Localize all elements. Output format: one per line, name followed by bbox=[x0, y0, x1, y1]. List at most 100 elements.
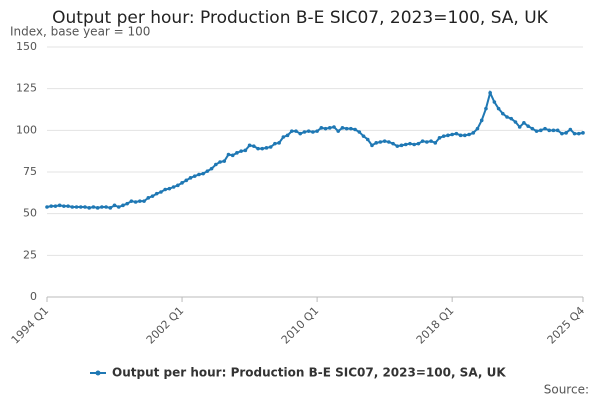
data-point bbox=[382, 139, 387, 143]
data-point bbox=[108, 206, 113, 210]
data-point bbox=[273, 141, 277, 146]
data-point bbox=[285, 133, 290, 138]
data-point bbox=[83, 205, 87, 209]
data-point bbox=[353, 127, 357, 132]
data-point bbox=[450, 132, 454, 137]
data-point bbox=[458, 133, 463, 138]
y-axis-label: Index, base year = 100 bbox=[10, 25, 150, 39]
data-point bbox=[62, 204, 66, 208]
data-point bbox=[319, 126, 324, 130]
data-point bbox=[289, 129, 294, 133]
y-tick-label: 75 bbox=[23, 165, 37, 178]
data-point bbox=[501, 111, 505, 116]
data-point bbox=[420, 139, 425, 143]
data-point bbox=[484, 106, 488, 111]
data-point bbox=[399, 143, 404, 148]
x-tick-label: 2018 Q1 bbox=[414, 304, 457, 347]
x-tick-label: 2025 Q4 bbox=[545, 304, 588, 347]
data-point bbox=[408, 141, 412, 146]
data-point bbox=[526, 124, 530, 128]
data-point bbox=[357, 130, 362, 134]
data-point bbox=[517, 125, 522, 129]
data-point bbox=[505, 115, 509, 119]
data-point bbox=[167, 186, 172, 191]
data-point bbox=[91, 205, 96, 209]
data-point bbox=[463, 133, 467, 138]
source: Source: bbox=[544, 383, 589, 397]
data-point bbox=[441, 134, 446, 138]
data-point bbox=[327, 126, 332, 130]
data-point bbox=[496, 106, 501, 111]
x-tick-label: 1994 Q1 bbox=[9, 304, 52, 347]
data-point bbox=[475, 126, 480, 131]
chart-title: Output per hour: Production B-E SIC07, 2… bbox=[52, 8, 549, 28]
data-point bbox=[188, 176, 193, 180]
y-tick-label: 125 bbox=[16, 82, 37, 95]
data-point bbox=[133, 200, 138, 204]
data-point bbox=[509, 116, 514, 121]
data-point bbox=[235, 151, 239, 155]
data-point bbox=[433, 141, 438, 145]
data-point bbox=[57, 203, 62, 208]
data-point bbox=[370, 143, 374, 148]
data-point bbox=[171, 185, 176, 189]
data-point bbox=[471, 131, 476, 135]
data-point bbox=[256, 146, 260, 151]
data-point bbox=[302, 130, 307, 134]
data-point bbox=[243, 148, 248, 153]
data-point bbox=[387, 140, 391, 144]
data-point bbox=[49, 204, 54, 208]
data-point bbox=[425, 140, 429, 144]
data-point bbox=[66, 204, 70, 208]
data-point bbox=[336, 129, 341, 133]
data-point bbox=[437, 136, 442, 140]
data-line bbox=[46, 89, 584, 209]
data-point bbox=[572, 131, 577, 136]
data-point bbox=[581, 131, 585, 135]
data-point bbox=[374, 141, 378, 145]
data-point bbox=[534, 129, 539, 133]
data-point bbox=[538, 128, 543, 133]
data-point bbox=[192, 174, 197, 178]
data-point bbox=[395, 144, 400, 148]
y-tick-label: 0 bbox=[30, 290, 37, 303]
data-point bbox=[522, 121, 526, 125]
data-point bbox=[53, 204, 58, 208]
data-point bbox=[294, 129, 298, 133]
data-point bbox=[146, 196, 151, 200]
data-point bbox=[551, 128, 556, 133]
data-point bbox=[340, 126, 345, 130]
data-point bbox=[142, 199, 146, 203]
data-point bbox=[315, 129, 319, 133]
data-point bbox=[209, 166, 214, 171]
y-tick-label: 100 bbox=[16, 123, 37, 136]
data-point bbox=[306, 129, 311, 133]
data-point bbox=[74, 205, 79, 209]
data-point bbox=[467, 132, 471, 137]
data-point bbox=[391, 141, 395, 146]
data-point bbox=[222, 159, 227, 163]
data-point bbox=[365, 137, 370, 142]
y-tick-label: 50 bbox=[23, 207, 37, 220]
data-point bbox=[555, 128, 560, 133]
data-point bbox=[513, 120, 518, 124]
data-point bbox=[184, 178, 189, 183]
data-point bbox=[547, 128, 552, 133]
data-point bbox=[247, 143, 252, 148]
legend-marker bbox=[95, 370, 101, 376]
data-point bbox=[311, 130, 315, 134]
data-point bbox=[488, 91, 492, 95]
data-point bbox=[429, 139, 433, 143]
data-point bbox=[323, 126, 328, 131]
legend-label: Output per hour: Production B-E SIC07, 2… bbox=[112, 366, 506, 380]
data-point bbox=[277, 141, 281, 145]
data-point bbox=[252, 144, 256, 148]
x-tick-label: 2002 Q1 bbox=[144, 304, 187, 347]
data-point bbox=[361, 134, 366, 138]
y-tick-label: 150 bbox=[16, 40, 37, 53]
data-point bbox=[87, 206, 92, 210]
data-point bbox=[416, 141, 421, 146]
data-point bbox=[560, 131, 564, 136]
